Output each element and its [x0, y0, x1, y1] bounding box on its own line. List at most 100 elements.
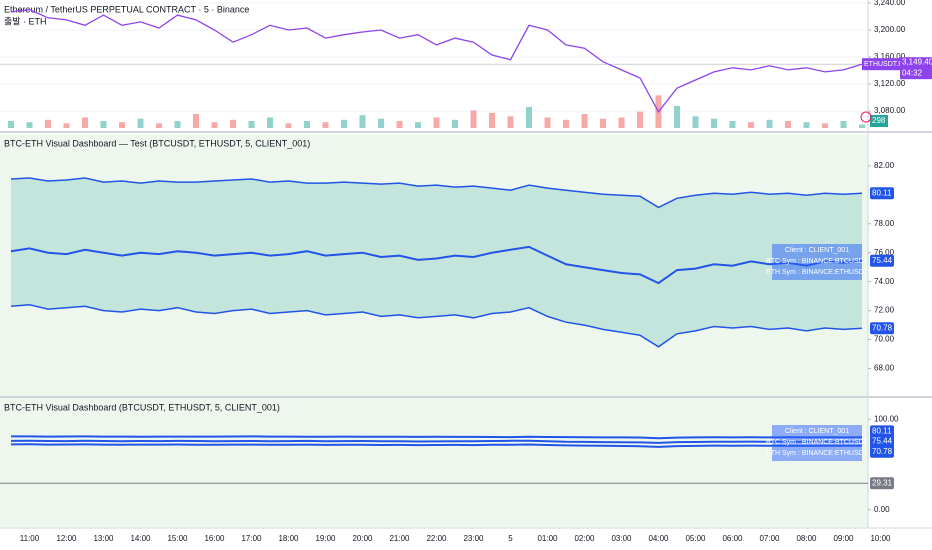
last-value-tag [870, 187, 894, 200]
volume-bar [267, 117, 273, 128]
volume-bar [378, 118, 384, 128]
x-tick-label: 14:00 [130, 534, 151, 543]
x-tick-label: 23:00 [463, 534, 484, 543]
last-value-label: 29.31 [872, 478, 893, 487]
last-value-tag [870, 254, 894, 267]
x-tick-label: 17:00 [241, 534, 262, 543]
volume-bar [8, 121, 14, 128]
volume-bar [285, 123, 292, 128]
x-tick-label: 12:00 [56, 534, 77, 543]
last-value-label: 75.44 [872, 437, 893, 446]
volume-bar [729, 121, 736, 128]
volume-bar [748, 122, 754, 128]
volume-bar [156, 123, 162, 128]
volume-bar [211, 122, 218, 128]
x-tick-label: 15:00 [167, 534, 188, 543]
last-value-tag [870, 445, 894, 458]
x-tick-label: 21:00 [389, 534, 410, 543]
last-value-tag [870, 435, 894, 448]
volume-bar [766, 119, 773, 128]
volume-bar [618, 117, 625, 128]
y-tick-label: 70.00 [874, 335, 895, 344]
info-box-line: Client : CLIENT_001 [785, 247, 849, 254]
pane-title: Ethereum / TetherUS PERPETUAL CONTRACT ·… [4, 4, 249, 14]
indicator-line [10, 304, 863, 348]
volume-bar [359, 115, 366, 128]
volume-bar [119, 122, 125, 128]
volume-bar [100, 121, 107, 128]
info-box [772, 244, 862, 280]
price-tag [900, 57, 932, 80]
indicator-line [10, 177, 863, 209]
y-tick-label: 78.00 [874, 219, 895, 228]
last-value-label: 80.11 [872, 188, 892, 197]
volume-bar [45, 119, 51, 128]
volume-bar [637, 111, 643, 128]
y-tick-label: 72.00 [874, 306, 895, 315]
x-tick-label: 07:00 [759, 534, 780, 543]
x-tick-label: 04:00 [648, 534, 669, 543]
volume-bar [304, 121, 310, 128]
volume-bar [415, 122, 421, 128]
x-tick-label: 03:00 [611, 534, 632, 543]
volume-tag [870, 115, 888, 127]
y-tick-label: 76.00 [874, 248, 895, 257]
volume-bar [452, 119, 458, 128]
volume-bar [341, 119, 347, 128]
volume-bar [563, 119, 569, 128]
info-box-line: ETH Sym : BINANCE:ETHUSDT [766, 269, 869, 276]
volume-bar [193, 114, 199, 128]
pane-subtitle: 출발 · ETH [4, 16, 47, 26]
x-tick-label: 08:00 [796, 534, 817, 543]
volume-tag-label: 298 [872, 116, 886, 125]
price-tag-label: 3,149.40 [902, 57, 932, 66]
info-box [772, 425, 862, 461]
x-tick-label: 5 [508, 534, 513, 543]
volume-bar [803, 122, 810, 128]
y-tick-label: 3,200.00 [874, 25, 906, 34]
info-box-line: BTC Sym : BINANCE:BTCUSDT [766, 258, 869, 265]
y-tick-label: 3,120.00 [874, 79, 906, 88]
volume-bar [840, 121, 847, 128]
volume-bar [248, 121, 255, 128]
band-fill [11, 178, 862, 347]
y-tick-label: 0.00 [874, 505, 890, 514]
x-tick-label: 02:00 [574, 534, 595, 543]
indicator-line [10, 245, 863, 285]
volume-bar [711, 118, 717, 128]
alert-icon [860, 111, 872, 123]
x-tick-label: 16:00 [204, 534, 225, 543]
volume-bar [26, 122, 33, 128]
symbol-tag-label: ETHUSDT.P [864, 61, 903, 68]
countdown-label: 04:32 [902, 68, 923, 77]
x-tick-label: 10:00 [870, 534, 891, 543]
volume-bar [526, 107, 532, 128]
indicator-line [10, 439, 863, 444]
y-tick-label: 100.00 [874, 414, 899, 423]
x-tick-label: 20:00 [352, 534, 373, 543]
volume-bar [544, 117, 551, 128]
y-tick-label: 3,240.00 [874, 0, 906, 7]
volume-bar [82, 117, 88, 128]
y-tick-label: 68.00 [874, 364, 895, 373]
y-tick-label: 3,080.00 [874, 106, 906, 115]
volume-bar [433, 117, 440, 128]
volume-bar [822, 123, 828, 128]
x-tick-label: 11:00 [20, 534, 40, 543]
x-tick-label: 19:00 [315, 534, 336, 543]
volume-bar [507, 116, 514, 128]
info-box-line: BTC Sym : BINANCE:BTCUSDT [766, 439, 869, 446]
volume-bar [174, 121, 181, 128]
last-value-label: 80.11 [872, 426, 892, 435]
pane-title: BTC-ETH Visual Dashboard (BTCUSDT, ETHUS… [4, 402, 280, 412]
volume-bar [63, 123, 70, 128]
last-value-tag [870, 477, 894, 490]
price-line [10, 9, 863, 113]
y-tick-label: 82.00 [874, 161, 895, 170]
volume-bar [322, 122, 329, 128]
y-tick-label: 3,160.00 [874, 52, 906, 61]
volume-bar [581, 114, 588, 128]
x-tick-label: 09:00 [833, 534, 854, 543]
indicator-line [11, 435, 863, 440]
